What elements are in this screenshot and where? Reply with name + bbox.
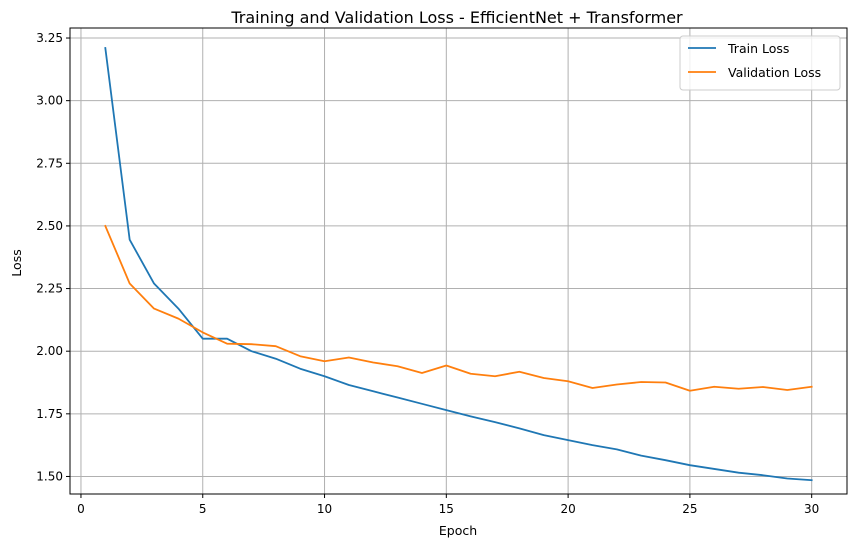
series-line-train-loss — [104, 47, 813, 482]
x-tick-label: 25 — [682, 502, 697, 516]
legend-box — [679, 35, 841, 91]
y-tick-label: 2.25 — [36, 282, 63, 296]
y-tick-label: 2.75 — [36, 156, 63, 170]
y-axis-label: Loss — [9, 249, 24, 276]
x-tick-label: 10 — [317, 502, 332, 516]
y-tick-label: 2.00 — [36, 344, 63, 358]
legend: Train Loss Validation Loss — [679, 35, 841, 91]
y-tick-label: 2.50 — [36, 219, 63, 233]
x-tick-label: 30 — [804, 502, 819, 516]
y-tick-label: 3.25 — [36, 31, 63, 45]
x-tick-label: 0 — [77, 502, 85, 516]
legend-label-validation-loss: Validation Loss — [728, 65, 821, 80]
series-layer — [104, 47, 813, 482]
chart-title: Training and Validation Loss - Efficient… — [230, 8, 683, 27]
ticks: 0 5 10 15 20 25 30 1.50 1.75 2.00 2.25 2.50 2.75 3.00… — [36, 31, 819, 516]
x-tick-label: 5 — [199, 502, 207, 516]
series-line-validation-loss — [104, 224, 813, 392]
grid — [70, 28, 847, 494]
legend-label-train-loss: Train Loss — [727, 41, 789, 56]
x-tick-label: 15 — [439, 502, 454, 516]
x-tick-label: 20 — [560, 502, 575, 516]
y-tick-label: 1.75 — [36, 407, 63, 421]
x-axis-label: Epoch — [439, 523, 477, 538]
y-tick-label: 1.50 — [36, 469, 63, 483]
y-tick-label: 3.00 — [36, 94, 63, 108]
plot-frame — [69, 27, 848, 495]
